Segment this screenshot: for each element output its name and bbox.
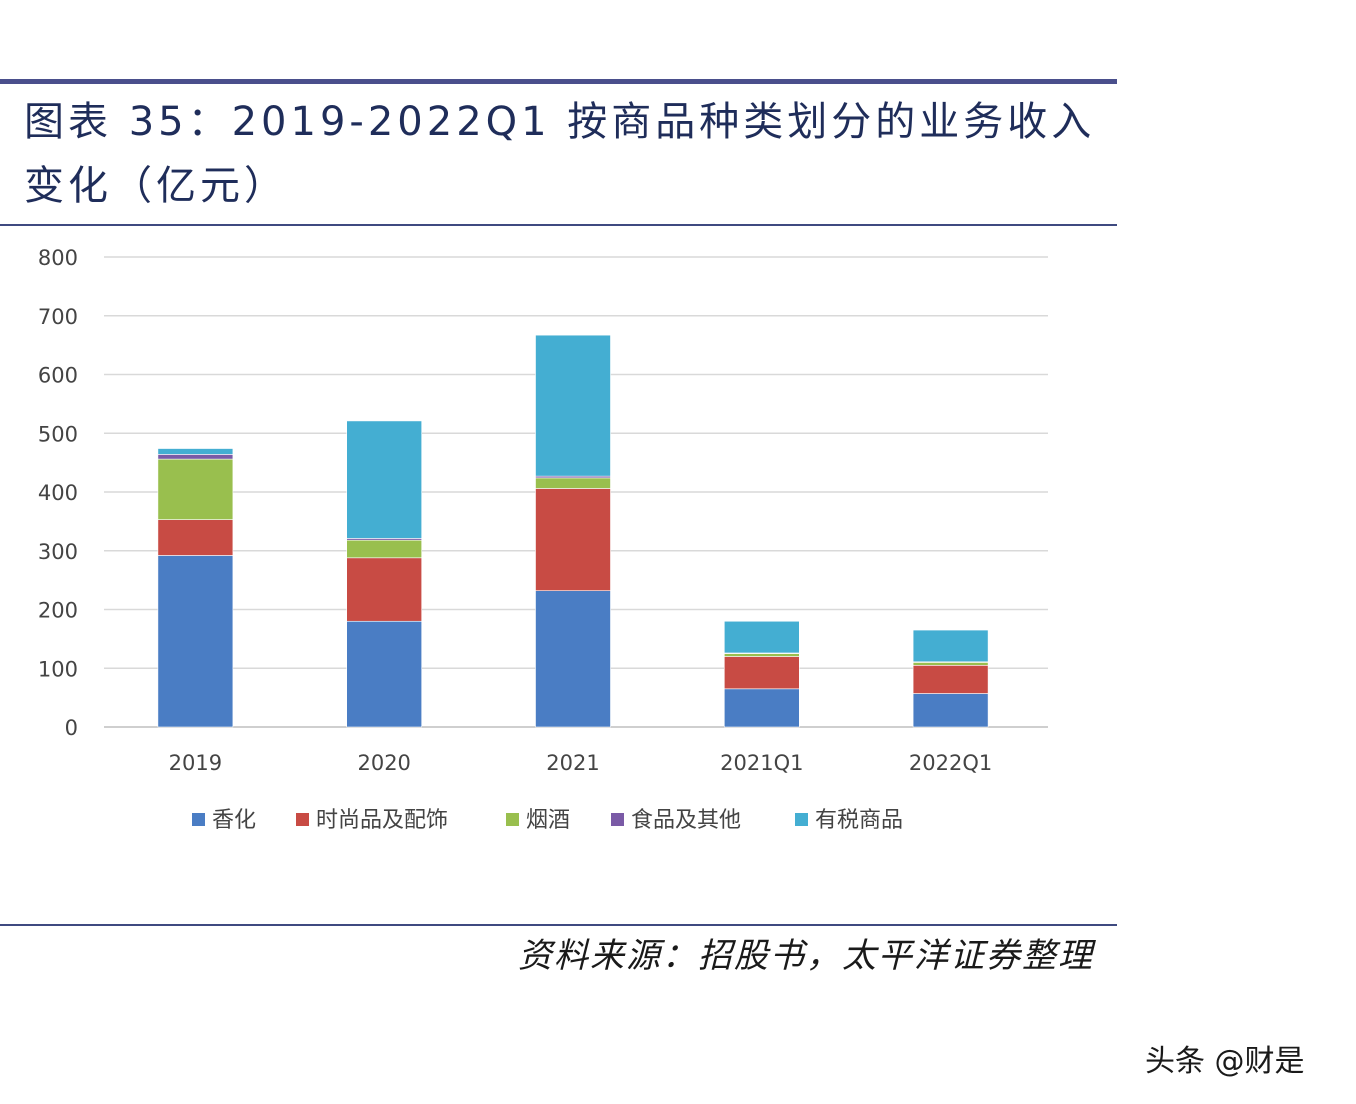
y-tick-label: 300 — [38, 540, 78, 564]
y-tick-label: 700 — [38, 305, 78, 329]
y-tick-label: 800 — [38, 246, 78, 270]
bar-segment — [912, 662, 989, 666]
legend-swatch — [795, 813, 808, 826]
y-tick-label: 500 — [38, 422, 78, 446]
bar-segment — [912, 629, 989, 663]
legend-swatch — [611, 813, 624, 826]
source-note: 资料来源：招股书，太平洋证券整理 — [518, 936, 1094, 976]
y-tick-label: 400 — [38, 481, 78, 505]
bar-segment — [912, 693, 989, 728]
bar-segment — [535, 477, 611, 489]
chart-title-line-2: 变化（亿元） — [24, 163, 288, 209]
watermark: 头条 @财是 — [1145, 1044, 1305, 1079]
bar-segment — [723, 620, 800, 654]
legend-swatch — [296, 813, 309, 826]
chart-title: 图表 35：2019-2022Q1 按商品种类划分的业务收入 变化（亿元） — [24, 90, 1104, 218]
legend: 香化 时尚品及配饰 烟酒 食品及其他 有税商品 — [192, 808, 903, 833]
legend-label: 有税商品 — [815, 808, 903, 833]
y-tick-label: 200 — [38, 599, 78, 623]
bar-segment — [912, 665, 989, 694]
legend-swatch — [506, 813, 519, 826]
bar-segment — [157, 555, 234, 728]
bar-segment — [346, 420, 423, 539]
legend-label: 香化 — [212, 808, 256, 833]
bar-segment — [346, 557, 423, 622]
chart-title-line-1: 图表 35：2019-2022Q1 按商品种类划分的业务收入 — [24, 99, 1096, 145]
bar-segment — [157, 519, 234, 556]
y-tick-label: 100 — [38, 657, 78, 681]
y-axis-ticks: 0 100 200 300 400 500 600 700 800 — [38, 246, 78, 740]
y-tick-label: 600 — [38, 364, 78, 388]
bar-segment — [157, 448, 234, 455]
y-tick-label: 0 — [65, 716, 78, 740]
bottom-rule — [0, 924, 1117, 926]
bar-segment — [346, 539, 423, 559]
x-axis-ticks: 2019 2020 2021 2021Q1 2022Q1 — [169, 751, 993, 775]
bar-segment — [157, 458, 234, 520]
bar-segment — [723, 653, 800, 657]
x-tick-label: 2022Q1 — [909, 751, 992, 775]
legend-swatch — [192, 813, 205, 826]
legend-label: 烟酒 — [526, 808, 570, 833]
legend-label: 食品及其他 — [631, 808, 741, 833]
x-tick-label: 2021 — [546, 751, 599, 775]
bar-segment — [535, 334, 611, 477]
bar-segment — [535, 590, 611, 728]
bar-segment — [535, 488, 611, 592]
bar-segment — [723, 688, 800, 728]
bar-segment — [346, 620, 423, 728]
title-rule — [0, 224, 1117, 226]
x-tick-label: 2020 — [357, 751, 410, 775]
x-tick-label: 2019 — [169, 751, 222, 775]
bar-segment — [157, 454, 234, 460]
legend-label: 时尚品及配饰 — [316, 808, 448, 833]
x-tick-label: 2021Q1 — [720, 751, 803, 775]
bar-segment — [723, 656, 800, 690]
top-rule — [0, 79, 1117, 84]
bars — [157, 334, 989, 728]
